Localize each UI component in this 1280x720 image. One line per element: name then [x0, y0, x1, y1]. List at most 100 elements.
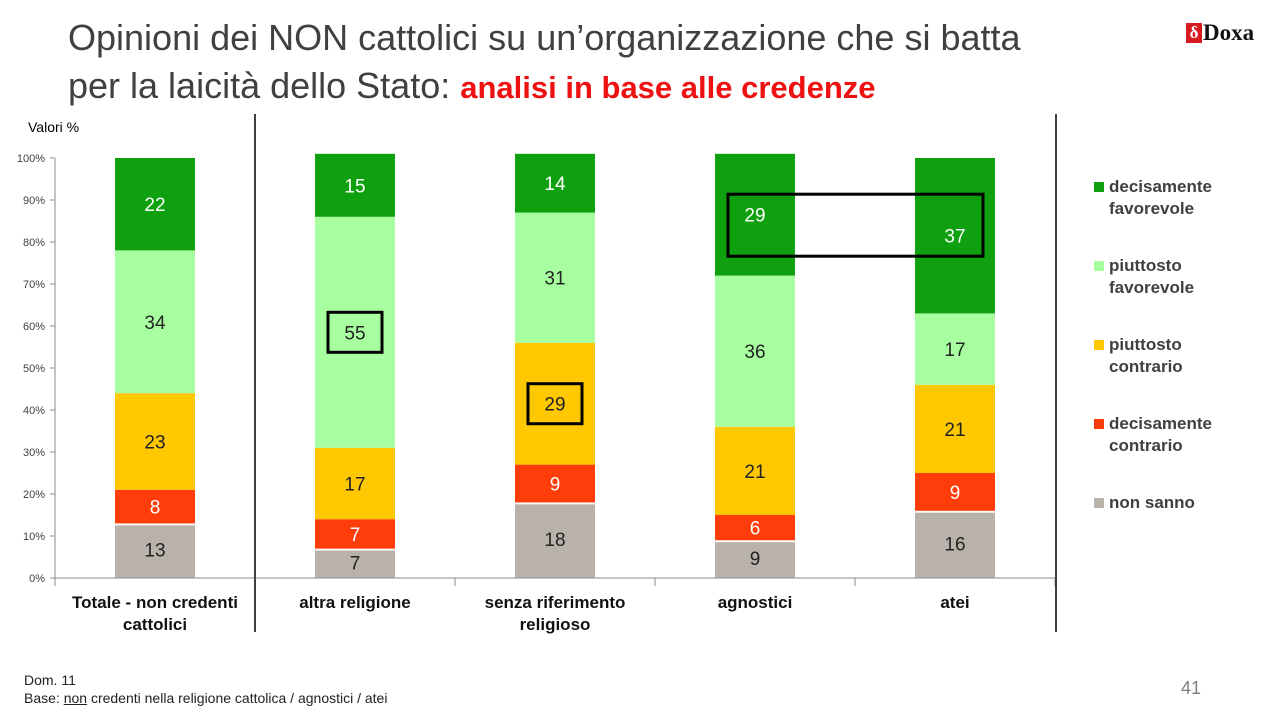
data-label: 17	[944, 340, 965, 361]
footer-base-suffix: credenti nella religione cattolica / agn…	[87, 690, 388, 706]
legend-label: decisamente favorevole	[1109, 177, 1212, 218]
legend-item: piuttosto favorevole	[1094, 255, 1274, 334]
data-label: 29	[544, 395, 565, 416]
data-label: 22	[144, 195, 165, 216]
footer-base: Base: non credenti nella religione catto…	[24, 689, 387, 707]
bar-segment	[915, 473, 995, 511]
data-label: 17	[344, 475, 365, 496]
data-label: 9	[550, 475, 561, 496]
legend-item: decisamente contrario	[1094, 413, 1274, 492]
y-tick-label: 0%	[29, 573, 45, 585]
data-label: 21	[944, 420, 965, 441]
bar-segment	[915, 384, 995, 473]
legend-swatch	[1094, 340, 1104, 350]
bar-segment-edge	[515, 501, 595, 505]
data-label: 8	[150, 498, 161, 519]
category-label: cattolici	[123, 615, 187, 634]
category-label: senza riferimento	[485, 593, 626, 612]
y-tick-label: 90%	[23, 195, 45, 207]
doxa-logo-text: Doxa	[1203, 20, 1255, 45]
data-label: 9	[950, 483, 961, 504]
data-label: 31	[544, 269, 565, 290]
footer-base-underlined: non	[63, 690, 88, 706]
bar-segment	[315, 447, 395, 520]
data-label: 23	[144, 433, 165, 454]
bar-segment	[715, 515, 795, 541]
data-label: 14	[544, 174, 566, 195]
legend-label: non sanno	[1109, 493, 1195, 512]
legend-swatch	[1094, 261, 1104, 271]
data-label: 21	[744, 462, 765, 483]
data-label: 15	[344, 176, 365, 197]
legend-label: piuttosto favorevole	[1109, 256, 1195, 297]
bar-segment	[115, 523, 195, 578]
data-label: 16	[944, 534, 965, 555]
bar-segment	[715, 275, 795, 427]
units-label: Valori %	[28, 119, 80, 135]
bar-segment	[515, 464, 595, 503]
bar-segment	[315, 548, 395, 578]
title-line2: per la laicità dello Stato:	[68, 65, 461, 106]
data-label: 6	[750, 519, 761, 540]
highlight-box	[726, 192, 985, 258]
data-label: 55	[344, 323, 365, 344]
legend-item: piuttosto contrario	[1094, 334, 1274, 413]
bar-segment	[115, 489, 195, 524]
title-line1: Opinioni dei NON cattolici su un’organiz…	[68, 17, 1021, 58]
footer-question: Dom. 11	[24, 672, 76, 688]
y-tick-label: 10%	[23, 531, 45, 543]
y-tick-label: 30%	[23, 447, 45, 459]
page-number: 41	[1181, 678, 1202, 698]
data-label: 7	[350, 553, 361, 574]
bar-segment	[115, 393, 195, 490]
legend-swatch	[1094, 419, 1104, 429]
legend-item: decisamente favorevole	[1094, 176, 1274, 255]
bar-segment	[915, 510, 995, 578]
doxa-logo-mark: δ	[1186, 23, 1202, 43]
data-label: 7	[350, 525, 361, 546]
bar-segment	[915, 313, 995, 385]
y-tick-label: 50%	[23, 363, 45, 375]
bar-segment	[715, 540, 795, 578]
data-label: 9	[750, 549, 761, 570]
bar-segment-edge	[715, 539, 795, 543]
legend-swatch	[1094, 182, 1104, 192]
bar-segment-edge	[115, 522, 195, 526]
y-tick-label: 20%	[23, 489, 45, 501]
data-label: 37	[944, 227, 965, 248]
legend-label: decisamente contrario	[1109, 414, 1212, 455]
category-label: atei	[940, 593, 969, 612]
legend-swatch	[1094, 498, 1104, 508]
y-tick-label: 100%	[17, 153, 45, 165]
data-label: 18	[544, 530, 565, 551]
chart-legend: decisamente favorevole piuttosto favorevole…	[1094, 176, 1274, 571]
data-label: 36	[744, 342, 765, 363]
bar-segment	[515, 212, 595, 343]
highlight-box	[526, 382, 584, 426]
category-label: altra religione	[299, 593, 410, 612]
footer-base-prefix: Base:	[24, 690, 64, 706]
bar-segment	[715, 426, 795, 515]
bar-segment-edge	[915, 509, 995, 513]
bar-segment	[115, 250, 195, 394]
bar-segment	[315, 519, 395, 549]
bar-segment	[515, 502, 595, 578]
category-label: religioso	[520, 615, 591, 634]
category-label: Totale - non credenti	[72, 593, 238, 612]
stacked-bar-chart: 13 8 23 34 22 7 7 17 55 15 18 9 29 31 14 9 6 21 36 29 16 9 21 1…	[17, 114, 1057, 634]
page-title: Opinioni dei NON cattolici su un’organiz…	[68, 14, 1158, 112]
title-accent: analisi in base alle credenze	[460, 70, 876, 105]
legend-item: non sanno	[1094, 492, 1274, 571]
y-tick-label: 40%	[23, 405, 45, 417]
bar-segment	[115, 158, 195, 251]
y-tick-label: 60%	[23, 321, 45, 333]
legend-label: piuttosto contrario	[1109, 335, 1183, 376]
footer-note: Dom. 11 Base: non credenti nella religio…	[24, 671, 387, 707]
bar-segment-edge	[315, 547, 395, 551]
category-label: agnostici	[718, 593, 793, 612]
data-label: 29	[744, 206, 765, 227]
data-label: 34	[144, 313, 166, 334]
bar-segment	[315, 153, 395, 217]
data-label: 13	[144, 541, 165, 562]
highlight-box	[326, 310, 384, 354]
